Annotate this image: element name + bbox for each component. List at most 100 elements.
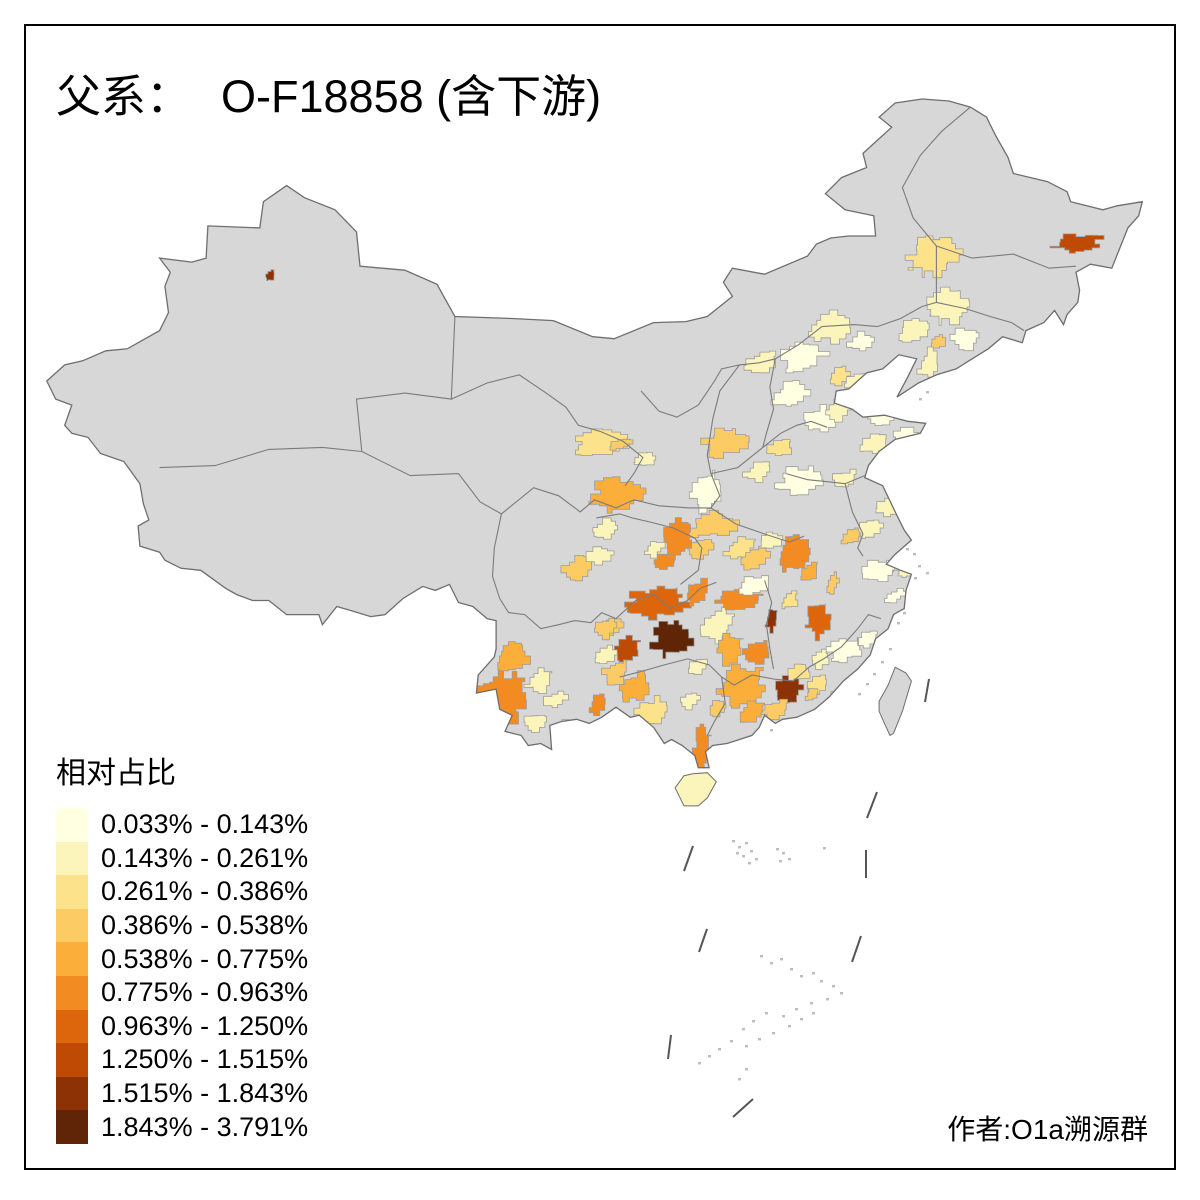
legend-row: 0.963% - 1.250%: [56, 1009, 309, 1044]
legend-range-label: 0.143% - 0.261%: [101, 842, 309, 873]
nine-dash-line: [667, 678, 930, 1118]
prefecture-region: [800, 561, 818, 581]
prefecture-region: [742, 461, 771, 483]
prefecture-region: [779, 534, 811, 573]
prefecture-region: [811, 648, 830, 670]
prefecture-region: [773, 1014, 783, 1021]
prefecture-region: [680, 692, 701, 711]
prefecture-region: [653, 553, 675, 570]
prefecture-region: [931, 334, 947, 349]
prefecture-region: [770, 380, 812, 407]
prefecture-region: [766, 439, 792, 456]
page-title: 父系： O-F18858 (含下游): [56, 60, 601, 125]
prefecture-region: [804, 603, 832, 642]
prefecture-region: [592, 517, 618, 540]
prefecture-region: [846, 330, 875, 352]
prefecture-region: [716, 632, 744, 667]
legend-swatch-class-1: [56, 808, 88, 842]
prefecture-region: [949, 327, 980, 352]
legend-title: 相对占比: [56, 757, 176, 790]
legend: 相对占比 0.033% - 0.143% 0.143% - 0.261% 0.261…: [56, 748, 308, 1144]
choropleth-regions: [265, 233, 1105, 1021]
prefecture-region: [840, 528, 861, 545]
hainan-island: [674, 772, 717, 807]
prefecture-region: [543, 690, 569, 708]
title-prefix: 父系：: [56, 71, 192, 122]
prefecture-region: [1049, 233, 1105, 254]
prefecture-region: [588, 693, 606, 716]
title-haplogroup: O-F18858 (含下游): [221, 71, 602, 122]
author-credit: 作者:O1a溯源群: [947, 1114, 1148, 1145]
legend-swatch-class-10: [56, 1110, 88, 1144]
prefecture-region: [827, 691, 849, 709]
prefecture-region: [758, 531, 784, 549]
legend-range-label: 0.033% - 0.143%: [101, 809, 309, 840]
prefecture-region: [709, 700, 727, 718]
legend-row: 1.250% - 1.515%: [56, 1043, 308, 1077]
legend-range-label: 0.538% - 0.775%: [101, 943, 309, 974]
legend-swatch-class-2: [56, 841, 88, 876]
legend-row: 1.515% - 1.843%: [56, 1076, 309, 1111]
prefecture-region: [633, 452, 657, 466]
legend-row: 0.386% - 0.538%: [56, 908, 309, 943]
prefecture-region: [829, 365, 852, 387]
prefecture-region: [618, 670, 650, 703]
legend-range-label: 0.386% - 0.538%: [101, 910, 309, 941]
prefecture-region: [858, 630, 878, 649]
legend-swatch-class-6: [56, 975, 88, 1010]
legend-row: 1.843% - 3.791%: [56, 1110, 308, 1144]
prefecture-region: [742, 640, 770, 665]
legend-row: 0.143% - 0.261%: [56, 841, 309, 876]
prefecture-region: [633, 695, 668, 725]
legend-range-label: 0.963% - 1.250%: [101, 1010, 309, 1041]
prefecture-region: [700, 427, 750, 459]
prefecture-region: [764, 609, 778, 634]
legend-row: 0.538% - 0.775%: [56, 942, 308, 976]
prefecture-region: [624, 585, 692, 621]
prefecture-region: [594, 644, 618, 664]
legend-row: 0.775% - 0.963%: [56, 975, 309, 1010]
legend-range-label: 0.775% - 0.963%: [101, 977, 309, 1008]
legend-rows: 0.033% - 0.143% 0.143% - 0.261% 0.261% - 0…: [56, 808, 308, 1144]
prefecture-region: [594, 617, 618, 641]
mainland-outline: [45, 98, 1144, 769]
legend-range-label: 1.250% - 1.515%: [101, 1044, 309, 1075]
prefecture-region: [861, 559, 895, 582]
legend-row: 0.261% - 0.386%: [56, 875, 308, 909]
prefecture-region: [609, 438, 634, 451]
prefecture-region: [601, 659, 627, 686]
prefecture-region: [884, 588, 907, 604]
prefecture-region: [897, 550, 916, 564]
legend-range-label: 1.515% - 1.843%: [101, 1078, 309, 1109]
prefecture-region: [787, 663, 811, 681]
prefecture-region: [916, 346, 938, 378]
prefecture-region: [722, 536, 756, 560]
province-borders: [159, 106, 1077, 736]
prefecture-region: [854, 519, 884, 539]
prefecture-region: [904, 235, 964, 279]
prefecture-region: [781, 590, 799, 610]
prefecture-region: [687, 577, 708, 607]
prefecture-region: [804, 688, 819, 701]
legend-row: 0.033% - 0.143%: [56, 808, 308, 842]
taiwan-island: [878, 666, 912, 737]
legend-range-label: 1.843% - 3.791%: [101, 1111, 309, 1142]
prefecture-region: [826, 571, 840, 595]
legend-swatch-class-8: [56, 1043, 88, 1077]
legend-swatch-class-4: [56, 908, 88, 943]
prefecture-region: [684, 509, 740, 539]
legend-swatch-class-5: [56, 942, 88, 976]
legend-swatch-class-3: [56, 875, 88, 909]
legend-swatch-class-7: [56, 1009, 88, 1044]
prefecture-region: [743, 350, 777, 374]
prefecture-region: [497, 641, 531, 672]
prefecture-region: [808, 309, 851, 345]
prefecture-region: [523, 715, 547, 733]
prefecture-region: [649, 620, 695, 660]
prefecture-region: [688, 469, 722, 515]
prefecture-region: [687, 539, 715, 560]
prefecture-region: [738, 575, 769, 596]
prefecture-region: [585, 546, 615, 566]
